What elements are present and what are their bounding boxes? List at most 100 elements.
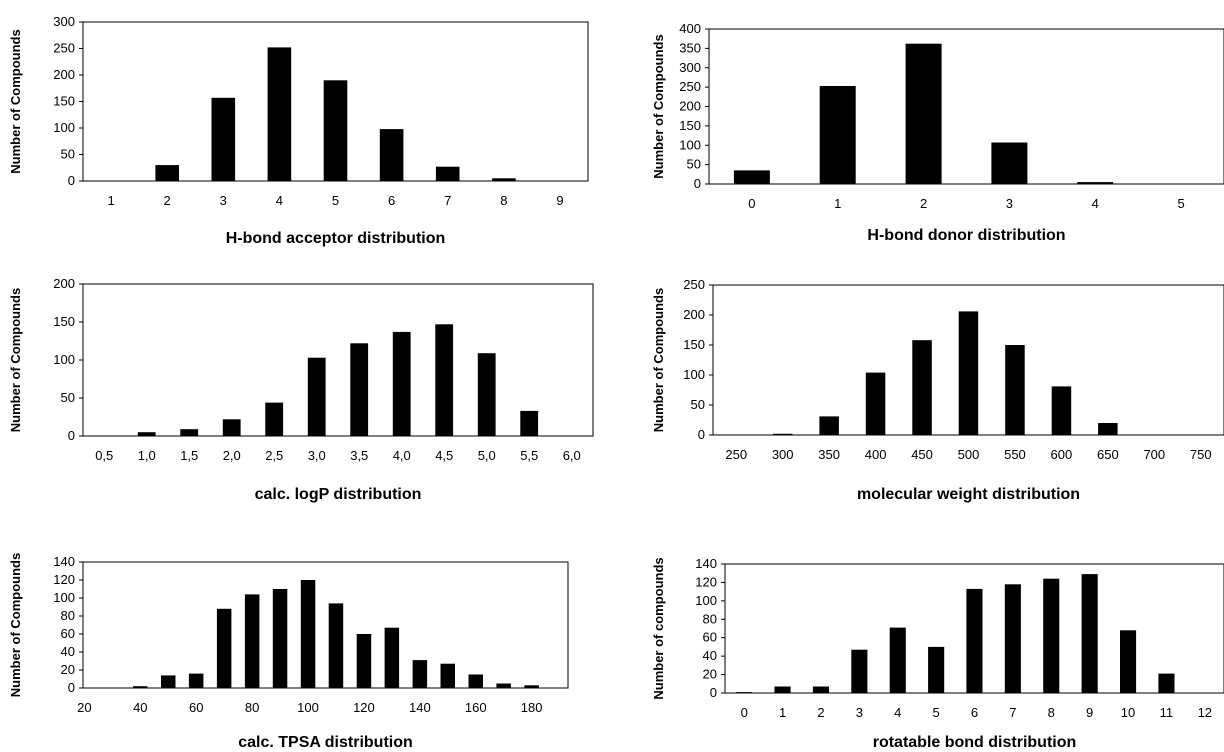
bar-5,0 [477, 353, 496, 436]
y-tick-label: 350 [679, 40, 701, 55]
y-tick-label: 50 [61, 147, 75, 162]
bar-2 [905, 43, 942, 185]
y-tick-label: 50 [691, 397, 705, 412]
bar-2,0 [222, 419, 241, 436]
bar-1 [774, 686, 791, 693]
bar-160 [468, 674, 483, 688]
chart-hbd: 0 50 100 150 200 250 300 350 400 0 1 2 3 4 5 H-bond d… [651, 21, 1224, 244]
x-tick-label: 11 [1160, 705, 1174, 720]
x-tick-label: 0 [741, 705, 748, 720]
bar-150 [440, 663, 455, 688]
y-tick-label: 100 [53, 352, 75, 367]
x-tick-label: 3 [1006, 196, 1013, 211]
x-tick-label: 9 [1086, 705, 1093, 720]
bar-8 [492, 178, 516, 181]
bar-400 [865, 372, 886, 435]
x-tick-label: 450 [911, 447, 933, 462]
bars-group [733, 43, 1114, 185]
bar-3,0 [307, 357, 326, 436]
x-tick-label: 5,5 [520, 448, 538, 463]
x-tick-label: 2 [920, 196, 927, 211]
x-tick-label: 4 [1092, 196, 1099, 211]
bar-4 [267, 47, 292, 182]
bar-60 [188, 673, 204, 688]
x-axis-label: H-bond acceptor distribution [226, 230, 446, 247]
chart-logp: 0 50 100 150 200 0,5 1,0 1,5 2,0 2,5 3,0 3,5 4,0 4,5… [8, 276, 594, 503]
bar-11 [1158, 673, 1175, 693]
bar-2 [155, 165, 179, 181]
y-tick-label: 250 [679, 79, 701, 94]
y-tick-label: 20 [703, 667, 717, 682]
bars-group [772, 311, 1118, 435]
x-tick-label: 120 [353, 700, 375, 715]
y-tick-label: 200 [679, 99, 701, 114]
bar-2 [812, 686, 829, 693]
x-tick-label: 5 [1177, 196, 1184, 211]
x-axis-label: calc. logP distribution [255, 486, 422, 503]
bar-350 [819, 416, 839, 435]
bar-5 [323, 80, 348, 181]
x-tick-label: 160 [465, 700, 487, 715]
x-tick-label: 350 [818, 447, 840, 462]
chart-hba: 0 50 100 150 200 250 300 1 2 3 4 5 6 7 8 9 H-bond acce… [8, 14, 589, 247]
y-tick-label: 200 [53, 67, 75, 82]
y-tick-label: 0 [68, 173, 75, 188]
x-tick-label: 1 [834, 196, 841, 211]
y-tick-label: 200 [53, 276, 75, 291]
bar-50 [161, 675, 176, 688]
x-tick-label: 2,5 [265, 448, 283, 463]
y-tick-label: 300 [679, 60, 701, 75]
x-tick-label: 7 [1009, 705, 1016, 720]
x-tick-label: 2 [164, 193, 171, 208]
bar-110 [328, 603, 344, 688]
bar-40 [133, 686, 148, 688]
bar-6 [379, 129, 404, 181]
bar-1,0 [137, 432, 156, 436]
x-tick-label: 8 [500, 193, 507, 208]
y-axis-label: Number of compounds [651, 557, 666, 699]
x-tick-labels: 0 1 2 3 4 5 [748, 196, 1184, 211]
x-tick-label: 0 [748, 196, 755, 211]
x-tick-label: 550 [1004, 447, 1026, 462]
bar-70 [216, 608, 232, 688]
x-tick-label: 5,0 [478, 448, 496, 463]
x-tick-labels: 0,5 1,0 1,5 2,0 2,5 3,0 3,5 4,0 4,5 5,0 5,5 6,0 [95, 448, 581, 463]
y-tick-label: 100 [679, 137, 701, 152]
bar-4,0 [392, 331, 411, 436]
y-tick-label: 0 [68, 428, 75, 443]
bar-550 [1005, 345, 1025, 435]
x-tick-label: 1,5 [180, 448, 198, 463]
y-tick-label: 100 [53, 120, 75, 135]
x-tick-label: 700 [1143, 447, 1165, 462]
bar-300 [772, 433, 793, 435]
y-axis-label: Number of Compounds [8, 553, 23, 697]
y-tick-label: 0 [698, 427, 705, 442]
x-tick-label: 600 [1051, 447, 1073, 462]
y-axis-label: Number of Compounds [8, 29, 23, 173]
bar-5,5 [520, 410, 539, 436]
y-axis-label: Number of Compounds [8, 288, 23, 432]
bar-4 [889, 627, 906, 693]
y-tick-label: 120 [695, 574, 717, 589]
y-tick-label: 120 [53, 572, 75, 587]
y-tick-label: 400 [679, 21, 701, 36]
x-tick-label: 4,0 [393, 448, 411, 463]
x-tick-label: 3,0 [308, 448, 326, 463]
plot-frame [708, 28, 1224, 185]
y-tick-labels: 0 50 100 150 200 [53, 276, 83, 443]
x-axis-label: rotatable bond distribution [873, 734, 1077, 751]
y-tick-label: 140 [695, 556, 717, 571]
y-tick-label: 40 [61, 644, 75, 659]
x-tick-label: 500 [958, 447, 980, 462]
x-tick-labels: 1 2 3 4 5 6 7 8 9 [107, 193, 563, 208]
bar-4,5 [435, 324, 454, 436]
y-tick-label: 0 [68, 680, 75, 695]
x-tick-label: 60 [189, 700, 203, 715]
bar-100 [300, 580, 316, 688]
bars-group [137, 324, 539, 436]
y-tick-labels: 0 50 100 150 200 250 [683, 277, 713, 442]
x-tick-label: 1 [779, 705, 786, 720]
